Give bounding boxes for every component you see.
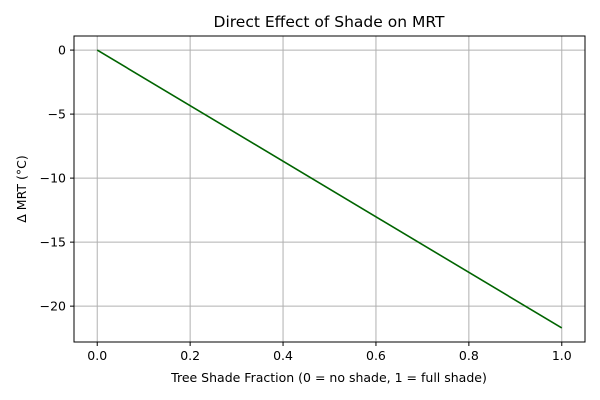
series-line bbox=[96, 49, 563, 329]
series-layer bbox=[96, 49, 563, 329]
x-axis-label: Tree Shade Fraction (0 = no shade, 1 = f… bbox=[170, 370, 487, 385]
y-tick-label: −15 bbox=[40, 235, 66, 250]
x-tick-label: 1.0 bbox=[552, 348, 572, 363]
y-tick-label: −5 bbox=[48, 107, 66, 122]
x-tick-label: 0.0 bbox=[87, 348, 107, 363]
y-axis-ticks: 0 −5 −10 −15 −20 bbox=[40, 43, 74, 314]
x-tick-label: 0.2 bbox=[180, 348, 200, 363]
y-tick-label: 0 bbox=[58, 43, 66, 58]
y-tick-label: −20 bbox=[40, 299, 66, 314]
x-tick-label: 0.4 bbox=[273, 348, 293, 363]
x-axis-ticks: 0.0 0.2 0.4 0.6 0.8 1.0 bbox=[87, 342, 572, 363]
y-axis-label: Δ MRT (°C) bbox=[14, 155, 29, 222]
chart-title: Direct Effect of Shade on MRT bbox=[214, 13, 445, 31]
plot-frame bbox=[73, 35, 586, 343]
grid bbox=[74, 36, 585, 342]
x-tick-label: 0.6 bbox=[366, 348, 386, 363]
x-tick-label: 0.8 bbox=[459, 348, 479, 363]
y-tick-label: −10 bbox=[40, 171, 66, 186]
